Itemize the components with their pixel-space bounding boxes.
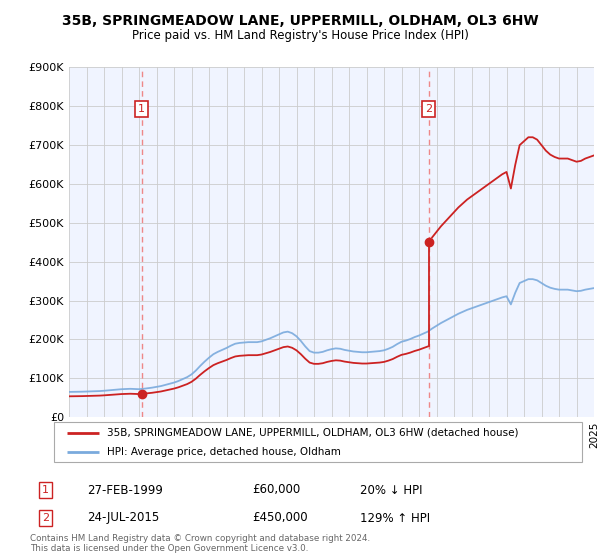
Text: 20% ↓ HPI: 20% ↓ HPI [360,483,422,497]
Text: 1: 1 [42,485,49,495]
Text: 27-FEB-1999: 27-FEB-1999 [87,483,163,497]
Text: £450,000: £450,000 [252,511,308,525]
Text: 35B, SPRINGMEADOW LANE, UPPERMILL, OLDHAM, OL3 6HW: 35B, SPRINGMEADOW LANE, UPPERMILL, OLDHA… [62,14,538,28]
FancyBboxPatch shape [54,422,582,462]
Text: 1: 1 [138,104,145,114]
Text: HPI: Average price, detached house, Oldham: HPI: Average price, detached house, Oldh… [107,446,341,456]
Text: £60,000: £60,000 [252,483,300,497]
Text: 35B, SPRINGMEADOW LANE, UPPERMILL, OLDHAM, OL3 6HW (detached house): 35B, SPRINGMEADOW LANE, UPPERMILL, OLDHA… [107,428,518,438]
Text: 2: 2 [42,513,49,523]
Text: 2: 2 [425,104,433,114]
Text: 129% ↑ HPI: 129% ↑ HPI [360,511,430,525]
Text: Price paid vs. HM Land Registry's House Price Index (HPI): Price paid vs. HM Land Registry's House … [131,29,469,42]
Text: Contains HM Land Registry data © Crown copyright and database right 2024.
This d: Contains HM Land Registry data © Crown c… [30,534,370,553]
Text: 24-JUL-2015: 24-JUL-2015 [87,511,159,525]
